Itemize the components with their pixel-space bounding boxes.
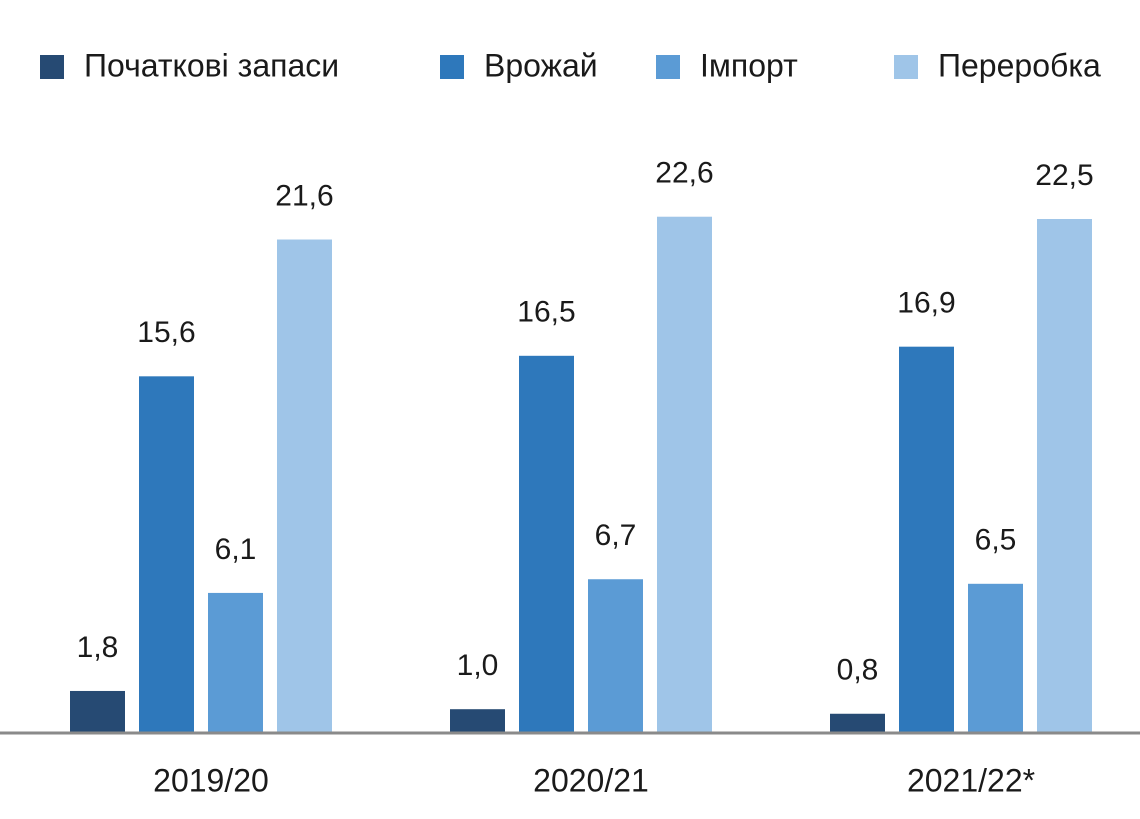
value-label: 16,5 bbox=[517, 296, 575, 329]
legend-swatch bbox=[40, 55, 64, 79]
bar bbox=[1037, 219, 1092, 732]
value-label: 6,7 bbox=[595, 519, 637, 552]
bar bbox=[70, 690, 125, 732]
legend-label: Переробка bbox=[938, 47, 1101, 83]
legend-swatch bbox=[440, 55, 464, 79]
bar bbox=[657, 216, 712, 733]
legend-swatch bbox=[656, 55, 680, 79]
bar bbox=[450, 709, 505, 732]
bar bbox=[519, 355, 574, 732]
legend-label: Врожай bbox=[484, 47, 598, 83]
value-label: 6,1 bbox=[215, 533, 257, 566]
legend-label: Імпорт bbox=[700, 47, 798, 83]
value-label: 16,9 bbox=[897, 287, 955, 320]
value-label: 1,8 bbox=[77, 631, 119, 664]
bar bbox=[588, 579, 643, 732]
x-tick-label: 2020/21 bbox=[533, 762, 649, 798]
bar bbox=[208, 592, 263, 732]
legend-swatch bbox=[894, 55, 918, 79]
bar bbox=[899, 346, 954, 732]
value-label: 22,5 bbox=[1035, 159, 1093, 192]
x-tick-label: 2021/22* bbox=[907, 762, 1035, 798]
bar bbox=[139, 376, 194, 732]
value-label: 0,8 bbox=[837, 654, 879, 687]
value-label: 6,5 bbox=[975, 524, 1017, 557]
bar bbox=[968, 583, 1023, 732]
bar bbox=[830, 713, 885, 732]
x-tick-label: 2019/20 bbox=[153, 762, 269, 798]
value-label: 15,6 bbox=[137, 316, 195, 349]
bar bbox=[277, 239, 332, 732]
legend-label: Початкові запаси bbox=[84, 47, 339, 83]
value-label: 1,0 bbox=[457, 649, 499, 682]
value-label: 22,6 bbox=[655, 157, 713, 190]
value-label: 21,6 bbox=[275, 179, 333, 212]
